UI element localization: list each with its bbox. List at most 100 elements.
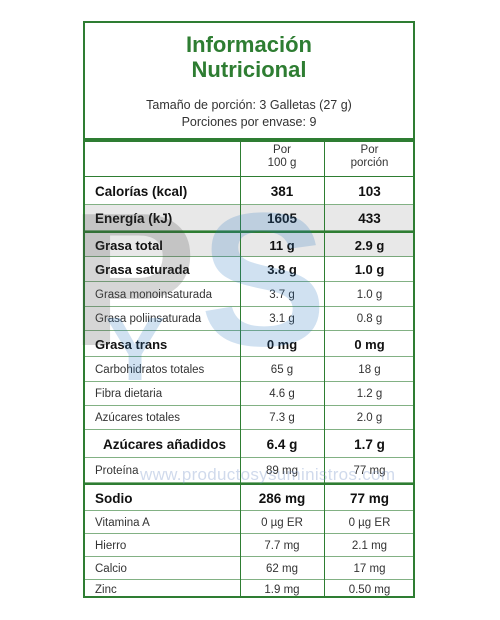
nutrient-label: Azúcares añadidos bbox=[103, 436, 227, 452]
value-per-100g: 7.3 g bbox=[269, 412, 295, 424]
nutrient-row: Sodio 286 mg 77 mg bbox=[85, 485, 413, 511]
value-per-100g: 0 mg bbox=[266, 336, 298, 352]
col-per100-line1: Por bbox=[273, 144, 291, 156]
row-separator bbox=[85, 256, 413, 257]
value-per-portion: 1.2 g bbox=[356, 388, 383, 400]
value-per-portion: 1.0 g bbox=[354, 262, 385, 277]
nutrient-row: Calorías (kcal) 381 103 bbox=[85, 177, 413, 205]
nutrient-label: Grasa monoinsaturada bbox=[95, 288, 212, 301]
value-per-portion: 103 bbox=[358, 183, 381, 199]
column-divider-2 bbox=[324, 142, 325, 598]
nutrient-row: Grasa trans 0 mg 0 mg bbox=[85, 331, 413, 357]
value-per-100g: 381 bbox=[270, 183, 294, 199]
row-separator bbox=[85, 281, 413, 282]
nutrient-label: Carbohidratos totales bbox=[95, 363, 205, 376]
value-per-portion: 77 mg bbox=[349, 490, 390, 506]
nutrient-row: Vitamina A 0 µg ER 0 µg ER bbox=[85, 511, 413, 534]
row-separator bbox=[85, 306, 413, 307]
nutrient-label: Calcio bbox=[95, 562, 127, 575]
nutrient-row: Azúcares totales 7.3 g 2.0 g bbox=[85, 406, 413, 430]
nutrient-label: Zinc bbox=[95, 583, 117, 596]
col-portion-line2: porción bbox=[350, 157, 389, 169]
nutrient-label: Fibra dietaria bbox=[95, 388, 163, 400]
nutrient-label: Grasa saturada bbox=[95, 262, 190, 277]
row-separator bbox=[85, 579, 413, 580]
value-per-100g: 62 mg bbox=[266, 562, 298, 575]
nutrient-label: Vitamina A bbox=[95, 516, 150, 529]
nutrient-row: Proteína 89 mg 77 mg bbox=[85, 458, 413, 483]
value-per-portion: 0 mg bbox=[354, 336, 385, 352]
value-per-100g: 1.9 mg bbox=[264, 583, 300, 596]
nutrient-label: Grasa total bbox=[95, 237, 163, 253]
value-per-100g: 0 µg ER bbox=[261, 516, 303, 529]
nutrient-row: Grasa saturada 3.8 g 1.0 g bbox=[85, 257, 413, 282]
row-separator bbox=[85, 510, 413, 511]
column-divider-1 bbox=[240, 142, 241, 598]
value-per-100g: 11 g bbox=[269, 237, 295, 253]
column-header-per-portion: Por porción bbox=[324, 144, 415, 170]
header-separator bbox=[85, 176, 413, 177]
row-separator bbox=[85, 204, 413, 205]
value-per-100g: 4.6 g bbox=[269, 388, 295, 400]
row-separator bbox=[85, 482, 413, 483]
row-separator bbox=[85, 356, 413, 357]
value-per-portion: 2.9 g bbox=[354, 237, 385, 253]
value-per-portion: 1.0 g bbox=[356, 288, 383, 301]
row-separator bbox=[85, 381, 413, 382]
value-per-portion: 0 µg ER bbox=[348, 516, 391, 529]
value-per-portion: 433 bbox=[358, 210, 381, 226]
nutrient-label: Azúcares totales bbox=[95, 412, 181, 424]
value-per-100g: 65 g bbox=[270, 363, 294, 376]
value-per-portion: 2.0 g bbox=[356, 412, 383, 424]
serving-size: Tamaño de porción: 3 Galletas (27 g) bbox=[146, 98, 352, 112]
col-per100-line2: 100 g bbox=[267, 157, 297, 169]
column-header-per-100g: Por 100 g bbox=[240, 144, 324, 170]
nutrient-label: Calorías (kcal) bbox=[95, 183, 188, 199]
value-per-100g: 1605 bbox=[266, 210, 298, 226]
value-per-portion: 0.8 g bbox=[356, 313, 383, 325]
nutrient-row: Calcio 62 mg 17 mg bbox=[85, 557, 413, 580]
nutrient-row: Fibra dietaria 4.6 g 1.2 g bbox=[85, 382, 413, 406]
nutrient-row: Hierro 7.7 mg 2.1 mg bbox=[85, 534, 413, 557]
value-per-portion: 18 g bbox=[358, 363, 381, 376]
thick-rule bbox=[85, 483, 413, 485]
value-per-portion: 17 mg bbox=[353, 562, 386, 575]
row-separator bbox=[85, 405, 413, 406]
nutrient-label: Proteína bbox=[95, 464, 139, 477]
thick-rule bbox=[85, 231, 413, 233]
value-per-100g: 3.8 g bbox=[267, 262, 297, 277]
nutrient-label: Energía (kJ) bbox=[95, 210, 173, 226]
servings-per-container: Porciones por envase: 9 bbox=[181, 115, 317, 129]
value-per-100g: 3.7 g bbox=[269, 288, 295, 301]
title-line-1: Información bbox=[186, 32, 312, 57]
nutrient-row: Grasa total 11 g 2.9 g bbox=[85, 233, 413, 257]
nutrient-label: Hierro bbox=[95, 539, 127, 552]
nutrient-label: Sodio bbox=[95, 490, 133, 506]
nutrient-row: Azúcares añadidos 6.4 g 1.7 g bbox=[85, 430, 413, 458]
value-per-100g: 3.1 g bbox=[269, 313, 295, 325]
value-per-portion: 1.7 g bbox=[354, 436, 385, 452]
row-separator bbox=[85, 556, 413, 557]
title-line-2: Nutricional bbox=[191, 57, 307, 82]
nutrient-row: Carbohidratos totales 65 g 18 g bbox=[85, 357, 413, 382]
value-per-portion: 2.1 mg bbox=[351, 539, 388, 552]
nutrition-facts-panel: Información Nutricional Tamaño de porció… bbox=[83, 21, 415, 598]
row-separator bbox=[85, 330, 413, 331]
nutrient-label: Grasa trans bbox=[95, 336, 168, 352]
row-separator bbox=[85, 230, 413, 231]
value-per-100g: 6.4 g bbox=[266, 436, 298, 452]
value-per-100g: 7.7 mg bbox=[264, 539, 300, 552]
value-per-100g: 89 mg bbox=[266, 464, 298, 477]
value-per-portion: 0.50 mg bbox=[348, 583, 391, 596]
col-portion-line1: Por bbox=[360, 144, 379, 156]
nutrient-row: Zinc 1.9 mg 0.50 mg bbox=[85, 580, 413, 599]
nutrient-label: Grasa poliinsaturada bbox=[95, 313, 202, 325]
thick-rule-top bbox=[85, 138, 413, 142]
nutrient-row: Grasa monoinsaturada 3.7 g 1.0 g bbox=[85, 282, 413, 307]
nutrient-row: Energía (kJ) 1605 433 bbox=[85, 205, 413, 231]
value-per-portion: 77 mg bbox=[353, 464, 386, 477]
row-separator bbox=[85, 429, 413, 430]
row-separator bbox=[85, 457, 413, 458]
row-separator bbox=[85, 533, 413, 534]
nutrient-row: Grasa poliinsaturada 3.1 g 0.8 g bbox=[85, 307, 413, 331]
